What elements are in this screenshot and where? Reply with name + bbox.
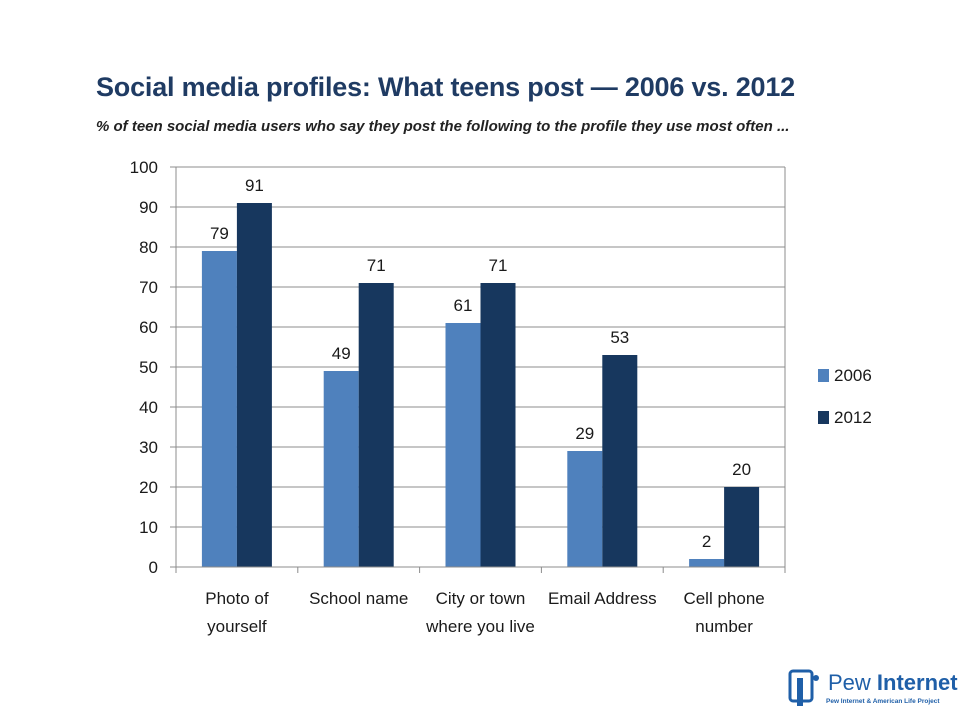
y-tick-label: 0 (149, 558, 158, 577)
pew-logo-icon (788, 669, 819, 706)
y-tick-label: 20 (139, 478, 158, 497)
y-tick-label: 60 (139, 318, 158, 337)
bar-2006 (445, 323, 481, 567)
data-label: 20 (732, 460, 751, 479)
legend-swatch-2006 (818, 369, 829, 382)
chart-title: Social media profiles: What teens post —… (96, 72, 795, 102)
bar-2006 (567, 451, 603, 567)
y-tick-label: 10 (139, 518, 158, 537)
y-tick-label: 90 (139, 198, 158, 217)
data-label: 49 (332, 344, 351, 363)
category-label: School name (309, 589, 408, 608)
data-label: 61 (454, 296, 473, 315)
data-label: 29 (575, 424, 594, 443)
bar-2006 (201, 251, 237, 567)
y-tick-label: 50 (139, 358, 158, 377)
category-label: Email Address (548, 589, 657, 608)
y-tick-label: 70 (139, 278, 158, 297)
category-label: where you live (425, 617, 535, 636)
bar-2012 (480, 283, 516, 567)
chart-subtitle: % of teen social media users who say the… (96, 118, 790, 135)
bar-2006 (323, 371, 359, 567)
bar-2012 (236, 203, 272, 567)
y-tick-label: 100 (130, 158, 158, 177)
bar-2012 (724, 487, 760, 567)
y-tick-label: 40 (139, 398, 158, 417)
data-label: 91 (245, 176, 264, 195)
y-tick-label: 30 (139, 438, 158, 457)
category-label: Cell phone (683, 589, 764, 608)
bar-2006 (689, 559, 725, 567)
category-label: number (695, 617, 753, 636)
data-label: 71 (489, 256, 508, 275)
bar-2012 (358, 283, 394, 567)
legend-swatch-2012 (818, 411, 829, 424)
legend-label-2012: 2012 (834, 408, 872, 427)
data-label: 53 (610, 328, 629, 347)
data-label: 71 (367, 256, 386, 275)
data-label: 79 (210, 224, 229, 243)
logo-name: Pew Internet (828, 670, 958, 695)
bar-2012 (602, 355, 638, 567)
category-label: Photo of (205, 589, 269, 608)
data-label: 2 (702, 532, 711, 551)
category-label: City or town (436, 589, 526, 608)
logo-tagline: Pew Internet & American Life Project (826, 698, 940, 705)
bar-chart: 0 10 20 30 40 50 60 70 80 90 100 79 91 Photo of yourse… (130, 158, 872, 636)
legend-label-2006: 2006 (834, 366, 872, 385)
y-tick-label: 80 (139, 238, 158, 257)
category-label: yourself (207, 617, 267, 636)
pew-internet-logo: Pew Internet Pew Internet & American Lif… (788, 668, 958, 710)
